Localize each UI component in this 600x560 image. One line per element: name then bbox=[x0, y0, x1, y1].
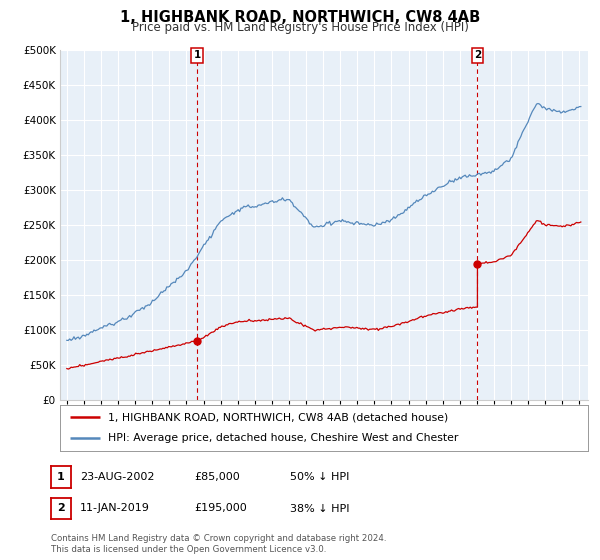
Text: Price paid vs. HM Land Registry's House Price Index (HPI): Price paid vs. HM Land Registry's House … bbox=[131, 21, 469, 34]
Text: 2: 2 bbox=[57, 503, 65, 514]
Text: 38% ↓ HPI: 38% ↓ HPI bbox=[290, 503, 349, 514]
Text: HPI: Average price, detached house, Cheshire West and Chester: HPI: Average price, detached house, Ches… bbox=[107, 433, 458, 444]
Text: 1: 1 bbox=[57, 472, 65, 482]
Text: 1, HIGHBANK ROAD, NORTHWICH, CW8 4AB (detached house): 1, HIGHBANK ROAD, NORTHWICH, CW8 4AB (de… bbox=[107, 412, 448, 422]
Text: 50% ↓ HPI: 50% ↓ HPI bbox=[290, 472, 349, 482]
Text: 2: 2 bbox=[474, 50, 481, 60]
Text: £85,000: £85,000 bbox=[194, 472, 239, 482]
Text: 1: 1 bbox=[194, 50, 201, 60]
Text: 23-AUG-2002: 23-AUG-2002 bbox=[80, 472, 154, 482]
Text: 11-JAN-2019: 11-JAN-2019 bbox=[80, 503, 149, 514]
Text: Contains HM Land Registry data © Crown copyright and database right 2024.
This d: Contains HM Land Registry data © Crown c… bbox=[51, 534, 386, 554]
Text: 1, HIGHBANK ROAD, NORTHWICH, CW8 4AB: 1, HIGHBANK ROAD, NORTHWICH, CW8 4AB bbox=[120, 10, 480, 25]
Text: £195,000: £195,000 bbox=[194, 503, 247, 514]
